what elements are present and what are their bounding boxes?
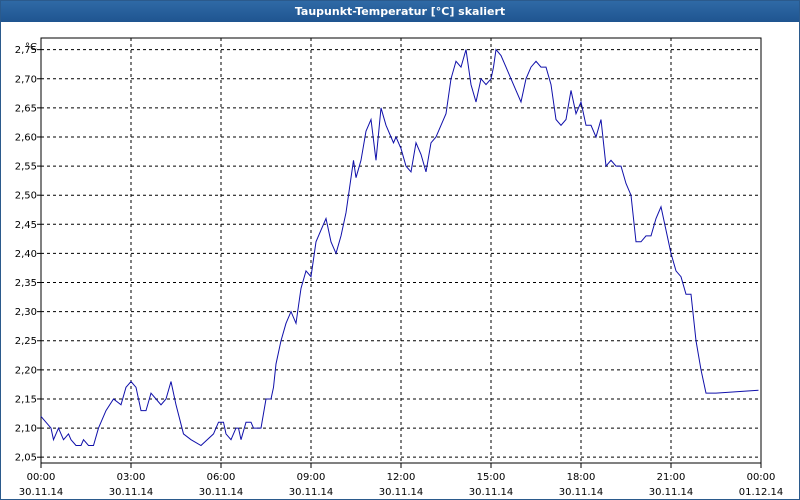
x-tick-date-label: 30.11.14 xyxy=(199,487,244,498)
y-tick-label: 2,15 xyxy=(15,394,37,405)
y-tick-label: 2,70 xyxy=(15,74,37,85)
y-tick-label: 2,25 xyxy=(15,336,37,347)
x-tick-date-label: 30.11.14 xyxy=(469,487,514,498)
x-tick-time-label: 06:00 xyxy=(207,472,236,483)
window-title: Taupunkt-Temperatur [°C] skaliert xyxy=(1,1,799,22)
x-tick-time-label: 18:00 xyxy=(567,472,596,483)
x-tick-time-label: 09:00 xyxy=(297,472,326,483)
x-tick-date-label: 30.11.14 xyxy=(289,487,334,498)
series-line xyxy=(40,48,759,447)
y-tick-label: 2,35 xyxy=(15,278,37,289)
x-tick-time-label: 21:00 xyxy=(657,472,686,483)
y-tick-label: 2,55 xyxy=(15,162,37,173)
y-tick-label: 2,20 xyxy=(15,365,37,376)
y-axis-unit-label: °C xyxy=(25,42,37,53)
y-tick-label: 2,30 xyxy=(15,307,37,318)
x-tick-date-label: 01.12.14 xyxy=(739,487,784,498)
x-tick-date-label: 30.11.14 xyxy=(379,487,424,498)
x-tick-date-label: 30.11.14 xyxy=(649,487,694,498)
y-tick-label: 2,65 xyxy=(15,103,37,114)
x-tick-time-label: 00:00 xyxy=(747,472,776,483)
x-tick-date-label: 30.11.14 xyxy=(109,487,154,498)
x-tick-time-label: 00:00 xyxy=(27,472,56,483)
y-tick-label: 2,50 xyxy=(15,191,37,202)
x-tick-time-label: 03:00 xyxy=(117,472,146,483)
x-tick-time-label: 12:00 xyxy=(387,472,416,483)
y-tick-label: 2,60 xyxy=(15,132,37,143)
y-tick-label: 2,10 xyxy=(15,424,37,435)
y-tick-label: 2,40 xyxy=(15,249,37,260)
x-tick-date-label: 30.11.14 xyxy=(19,487,64,498)
y-tick-label: 2,75 xyxy=(15,45,37,56)
x-tick-date-label: 30.11.14 xyxy=(559,487,604,498)
x-tick-time-label: 15:00 xyxy=(477,472,506,483)
y-tick-label: 2,05 xyxy=(15,453,37,464)
y-tick-label: 2,45 xyxy=(15,220,37,231)
plot-frame xyxy=(40,37,762,464)
